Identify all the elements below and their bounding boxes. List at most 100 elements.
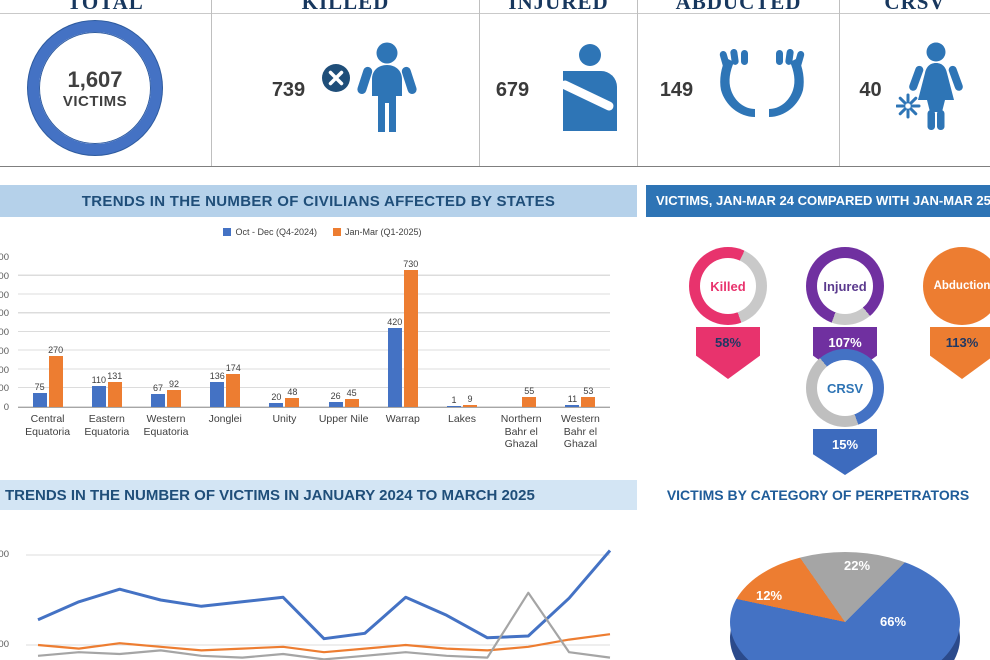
states-bar-chart: Oct - Dec (Q4-2024)Jan-Mar (Q1-2025) 0 10… (0, 217, 645, 477)
stat-abducted: ABDUCTED 149 (638, 0, 840, 166)
abducted-value: 149 (659, 78, 694, 101)
bar-value-label: 420 (387, 317, 403, 328)
bar-group: 75 270 (18, 257, 77, 407)
bar: 420 (387, 257, 403, 407)
crsv-change-arrow-icon: 15% (813, 429, 877, 475)
bar-category-label: Warrap (385, 413, 420, 425)
crsv-value: 40 (859, 78, 882, 101)
crsv-badge-label: CRSV (817, 360, 873, 416)
bar-value-label: 174 (225, 363, 241, 374)
bar-group: 26 45 (314, 257, 373, 407)
abduction-change-badge: Abduction 113% (907, 247, 990, 379)
bar: 110 (92, 257, 106, 407)
divider (840, 13, 990, 14)
y-axis-tick-label: 100 (0, 383, 9, 395)
bar-group: 55 (492, 257, 551, 407)
stat-injured: INJURED 679 (480, 0, 638, 166)
bar-rect (463, 405, 478, 407)
stat-injured-label: INJURED (508, 0, 609, 14)
bar-group: 20 48 (255, 257, 314, 407)
y-axis-tick-label: 600 (0, 289, 9, 301)
stat-crsv: CRSV 40 (840, 0, 990, 166)
bar-category-label: Unity (272, 413, 297, 425)
bar-rect (210, 381, 225, 407)
stat-total-label: TOTAL (67, 0, 144, 14)
crsv-change-pct: 15% (831, 437, 859, 452)
perpetrators-pie-chart: 66% 22% 12% (645, 510, 990, 660)
abduction-change-pct: 113% (945, 335, 979, 350)
y-axis-tick-label: 200 (0, 364, 9, 376)
line-series-gray (37, 591, 611, 660)
bar: 131 (107, 257, 123, 407)
bar: 45 (344, 257, 359, 407)
bar-group: 420 730 (373, 257, 432, 407)
line-series-blue (37, 549, 612, 641)
y-axis-tick-label: 400 (0, 327, 9, 338)
states-trend-header: TRENDS IN THE NUMBER OF CIVILIANS AFFECT… (0, 185, 637, 217)
bar-category-label: Western Bahr el Ghazal (560, 413, 600, 451)
abduction-donut-icon: Abduction (923, 247, 990, 325)
bar-rect (447, 406, 462, 407)
bar: 20 (269, 257, 284, 407)
pie-slice-label: 22% (844, 558, 871, 573)
bar: 92 (167, 257, 181, 407)
bar-rect (32, 392, 47, 407)
y-axis-tick-label: 200 (0, 549, 9, 560)
killed-change-badge: Killed 58% (673, 247, 783, 379)
bar-rect (581, 397, 596, 407)
bar-rect (565, 404, 580, 407)
bar-chart-y-axis: 0 100 200 300 400 500 600 700 800 (0, 252, 9, 413)
bar: 270 (48, 257, 63, 407)
stat-killed: KILLED 739 (212, 0, 480, 166)
bar-value-label: 45 (346, 387, 357, 398)
injured-change-pct: 107% (828, 335, 862, 350)
bar-value-label: 131 (107, 371, 123, 382)
y-axis-tick-label: 700 (0, 270, 9, 282)
y-axis-tick-label: 100 (0, 639, 9, 650)
bar-category-label: Central Equatoria (25, 413, 71, 438)
divider (480, 13, 637, 14)
monthly-trend-header: TRENDS IN THE NUMBER OF VICTIMS IN JANUA… (0, 480, 637, 510)
crsv-donut-icon: CRSV (806, 349, 884, 427)
bar-rect (344, 398, 359, 407)
line-chart-plot-area (26, 549, 612, 660)
bar-value-label: 20 (271, 392, 282, 403)
bar-value-label: 67 (152, 383, 163, 394)
total-victims-value: 1,607 (67, 66, 123, 92)
monthly-line-chart: 100 200 (0, 510, 645, 660)
bar: 26 (328, 257, 343, 407)
bar-rect (285, 398, 300, 407)
y-axis-tick-label: 0 (3, 402, 9, 413)
bar-rect (403, 270, 418, 407)
bar-value-label: 110 (91, 375, 106, 386)
bar: 730 (403, 257, 419, 407)
crsv-woman-burst-icon (895, 42, 971, 139)
bar-category-label: Northern Bahr el Ghazal (500, 413, 542, 451)
victims-donut-icon: 1,607 VICTIMS (28, 21, 162, 155)
bar: 1 (447, 257, 462, 407)
bar-chart-plot-area: 75 270 110 131 67 92 136 174 20 48 26 45 420 730 1 9 55 1… (18, 257, 610, 408)
bar: 136 (210, 257, 225, 407)
pie-slice-label: 12% (756, 588, 783, 603)
bar-value-label: 26 (330, 391, 341, 402)
bar-group: 110 131 (77, 257, 136, 407)
bar-rect (91, 386, 106, 407)
line-series-orange (37, 633, 611, 654)
bar-rect (226, 374, 241, 407)
y-axis-tick-label: 300 (0, 345, 9, 357)
abduction-change-arrow-icon: 113% (930, 327, 990, 379)
bar-group: 11 53 (551, 257, 610, 407)
killed-change-pct: 58% (714, 335, 742, 350)
bar-chart-legend: Oct - Dec (Q4-2024) Jan-Mar (Q1-2025) (0, 227, 645, 237)
bar-category-label: Upper Nile (318, 413, 369, 425)
bar-rect (269, 403, 284, 407)
bar-value-label: 730 (403, 259, 419, 270)
killed-badge-label: Killed (700, 258, 756, 314)
bar-rect (522, 396, 537, 407)
divider (638, 13, 839, 14)
injured-badge-label: Injured (817, 258, 873, 314)
bar-category-label: Western Equatoria (143, 413, 189, 438)
bar: 55 (522, 257, 537, 407)
bar: 75 (32, 257, 47, 407)
